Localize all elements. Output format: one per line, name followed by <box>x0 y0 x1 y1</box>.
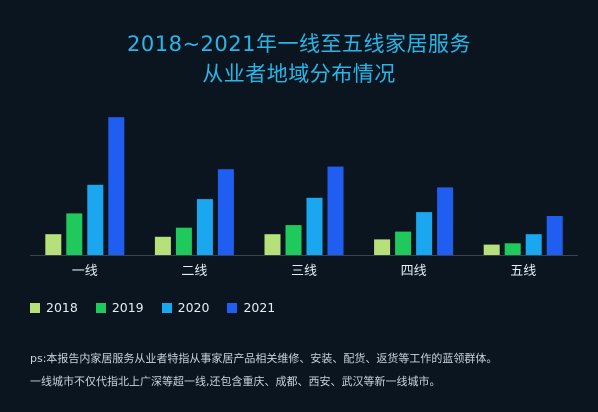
bar-2019-4 <box>395 231 412 255</box>
bar-2020-2 <box>196 199 213 255</box>
legend-item-2021: 2021 <box>227 300 275 315</box>
bar-2019-2 <box>175 227 192 255</box>
bar-2018-4 <box>374 239 391 255</box>
x-tick-label: 二线 <box>181 264 207 279</box>
bar-2018-5 <box>483 244 500 255</box>
bar-chart: 一线 二线 三线 四线 五线 <box>30 117 578 279</box>
chart-legend: 2018 2019 2020 2021 <box>30 300 275 315</box>
legend-item-2018: 2018 <box>30 300 78 315</box>
bar-2018-1 <box>45 234 62 255</box>
bar-2020-4 <box>416 212 433 255</box>
legend-swatch-2019 <box>95 302 106 313</box>
bar-2019-1 <box>66 213 83 255</box>
legend-item-2019: 2019 <box>95 300 144 315</box>
legend-label-2021: 2021 <box>243 300 276 315</box>
x-tick-label: 一线 <box>72 264 98 279</box>
bar-2021-1 <box>108 117 125 255</box>
footnote-line1: ps:本报告内家居服务从业者特指从事家居产品相关维修、安装、配货、返货等工作的蓝… <box>30 352 498 365</box>
x-tick-label: 三线 <box>291 264 317 279</box>
footnote-line2: 一线城市不仅代指北上广深等超一线,还包含重庆、成都、西安、武汉等新一线城市。 <box>30 375 441 388</box>
legend-label-2020: 2020 <box>177 300 210 315</box>
chart-title-line1: 2018~2021年一线至五线家居服务 <box>127 32 471 56</box>
bar-2018-2 <box>154 236 171 255</box>
bar-2019-5 <box>504 243 521 255</box>
x-tick-label: 四线 <box>401 264 427 279</box>
legend-item-2020: 2020 <box>161 300 210 315</box>
bar-2021-3 <box>327 166 344 255</box>
legend-label-2018: 2018 <box>46 300 78 315</box>
bar-2020-1 <box>87 184 104 255</box>
bar-2021-5 <box>546 216 563 255</box>
bar-2021-2 <box>217 169 234 255</box>
bar-2019-3 <box>285 225 302 255</box>
bar-2021-4 <box>437 187 454 255</box>
legend-label-2019: 2019 <box>111 300 144 315</box>
bar-2018-3 <box>264 234 281 255</box>
legend-swatch-2020 <box>161 302 172 313</box>
bar-2020-3 <box>306 197 323 255</box>
bar-2020-5 <box>525 234 542 255</box>
legend-swatch-2018 <box>30 302 40 313</box>
x-tick-label: 五线 <box>510 264 536 279</box>
legend-swatch-2021 <box>227 302 238 313</box>
chart-title-line2: 从业者地域分布情况 <box>202 62 396 86</box>
